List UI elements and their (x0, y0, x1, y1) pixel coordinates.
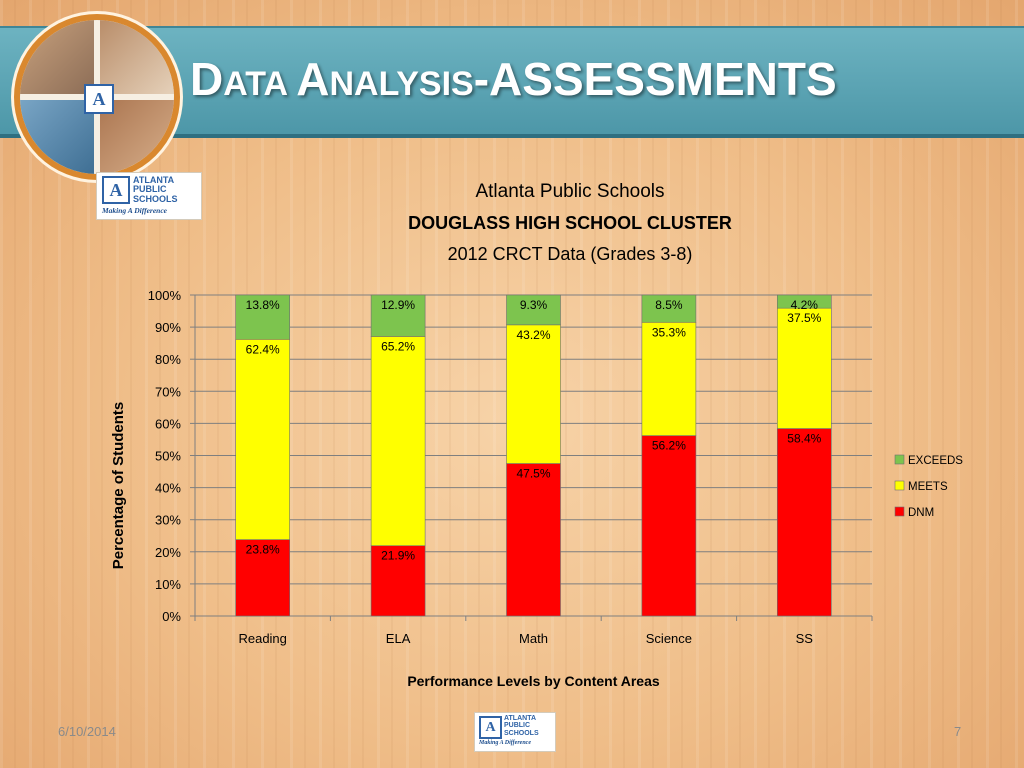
bar-meets-ss (776, 307, 832, 429)
data-label: 47.5% (516, 467, 550, 481)
bar-meets-ela (370, 336, 426, 547)
data-label: 65.2% (381, 339, 415, 353)
y-tick-label: 100% (148, 288, 182, 303)
y-tick-label: 30% (155, 513, 181, 528)
legend-label-meets: MEETS (908, 481, 948, 493)
bar-dnm-ela (370, 545, 426, 617)
aps-logo-line3: SCHOOLS (133, 193, 178, 204)
data-label: 12.9% (381, 298, 415, 312)
aps-logo-name: ATLANTA PUBLIC SCHOOLS (133, 175, 178, 204)
aps-logo-bottom-line3: SCHOOLS (504, 729, 539, 737)
legend-label-dnm: DNM (908, 507, 934, 519)
photo-collage-logo: A (14, 14, 180, 180)
title-letter-a: A (296, 53, 330, 105)
data-label: 35.3% (652, 325, 686, 339)
y-tick-label: 40% (155, 481, 181, 496)
aps-logo-bottom: A ATLANTA PUBLIC SCHOOLS Making A Differ… (474, 712, 556, 752)
data-label: 9.3% (520, 298, 548, 312)
y-tick-label: 90% (155, 320, 181, 335)
y-tick-label: 10% (155, 577, 181, 592)
x-tick-label: Science (646, 631, 692, 646)
chart-title-line2: DOUGLASS HIGH SCHOOL CLUSTER (408, 213, 732, 233)
data-label: 43.2% (516, 328, 550, 342)
y-tick-label: 60% (155, 416, 181, 431)
footer-date: 6/10/2014 (58, 724, 116, 739)
bar-dnm-reading (235, 539, 290, 617)
bar-meets-math (506, 324, 561, 464)
aps-logo-top: A ATLANTA PUBLIC SCHOOLS Making A Differ… (96, 172, 202, 220)
data-label: 21.9% (381, 549, 415, 563)
aps-logo-line2: PUBLIC (133, 184, 167, 195)
title-part-assessments: -ASSESSMENTS (473, 53, 837, 105)
aps-logo-bottom-mark-icon: A (479, 716, 502, 739)
bar-dnm-math (506, 463, 561, 617)
y-tick-label: 0% (162, 609, 181, 624)
data-label: 23.8% (246, 543, 280, 557)
legend-label-exceeds: EXCEEDS (908, 455, 963, 467)
chart-title-line1: Atlanta Public Schools (475, 181, 665, 202)
aps-mark-icon: A (84, 84, 114, 114)
legend-swatch-dnm (894, 506, 905, 517)
data-label: 13.8% (246, 298, 280, 312)
title-letter-d: D (190, 53, 224, 105)
legend-swatch-meets (894, 480, 905, 491)
data-label: 37.5% (787, 311, 821, 325)
data-label: 4.2% (791, 298, 819, 312)
y-tick-label: 70% (155, 384, 181, 399)
slide-title: DATA ANALYSIS-ASSESSMENTS (190, 52, 837, 106)
y-tick-label: 20% (155, 545, 181, 560)
bar-exceeds-reading (235, 294, 290, 340)
x-tick-label: SS (796, 631, 814, 646)
bar-meets-science (641, 321, 697, 436)
bar-dnm-ss (776, 428, 832, 617)
x-tick-label: ELA (386, 631, 411, 646)
x-tick-label: Reading (238, 631, 286, 646)
aps-logo-bottom-name: ATLANTA PUBLIC SCHOOLS (504, 715, 539, 737)
title-part-ata: ATA (223, 65, 297, 103)
bar-exceeds-math (506, 294, 561, 326)
bar-exceeds-science (641, 294, 697, 323)
data-label: 58.4% (787, 432, 821, 446)
aps-logo-line1: ATLANTA (133, 175, 175, 185)
y-tick-label: 80% (155, 352, 181, 367)
aps-logo-bottom-line1: ATLANTA (504, 715, 537, 722)
y-axis-title: Percentage of Students (110, 402, 127, 570)
data-label: 56.2% (652, 439, 686, 453)
x-tick-label: Math (519, 631, 548, 646)
data-label: 62.4% (246, 342, 280, 356)
title-part-nalysis: NALYSIS (329, 65, 474, 103)
data-label: 8.5% (655, 298, 683, 312)
bar-meets-reading (235, 338, 290, 540)
bar-exceeds-ela (370, 294, 426, 337)
aps-logo-bottom-line2: PUBLIC (504, 722, 531, 730)
x-axis-title: Performance Levels by Content Areas (407, 673, 660, 689)
aps-logo-bottom-tagline: Making A Difference (479, 740, 531, 746)
legend-swatch-exceeds (894, 454, 905, 465)
page-number: 7 (954, 724, 962, 739)
aps-logo-mark-icon: A (102, 176, 130, 204)
y-tick-label: 50% (155, 449, 181, 464)
chart-title-line3: 2012 CRCT Data (Grades 3-8) (447, 244, 693, 264)
bar-dnm-science (641, 435, 697, 617)
bar-exceeds-ss (776, 294, 832, 309)
aps-logo-tagline: Making A Difference (102, 206, 167, 215)
